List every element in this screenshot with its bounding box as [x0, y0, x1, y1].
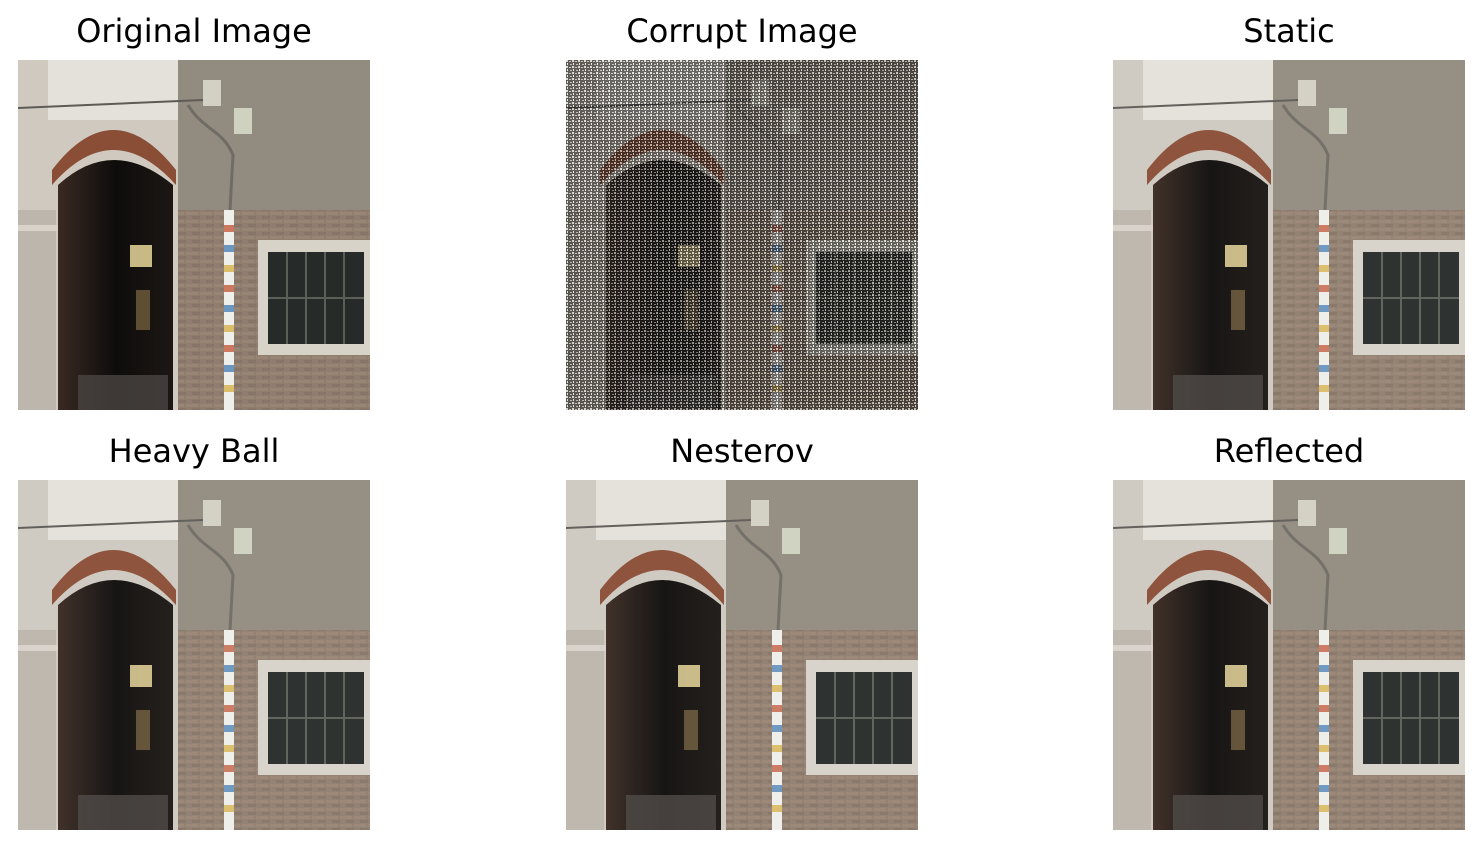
panel-title: Corrupt Image [626, 12, 858, 50]
panel-title: Static [1243, 12, 1335, 50]
panel-title: Heavy Ball [108, 432, 280, 470]
alley-photo-restored [566, 480, 918, 830]
panel-title: Reflected [1213, 432, 1365, 470]
panel-title: Nesterov [670, 432, 814, 470]
alley-photo-corrupt [566, 60, 918, 410]
panel-title: Original Image [76, 12, 312, 50]
alley-photo [18, 60, 370, 410]
alley-photo-restored [1113, 480, 1465, 830]
alley-photo-restored [18, 480, 370, 830]
alley-photo-restored [1113, 60, 1465, 410]
